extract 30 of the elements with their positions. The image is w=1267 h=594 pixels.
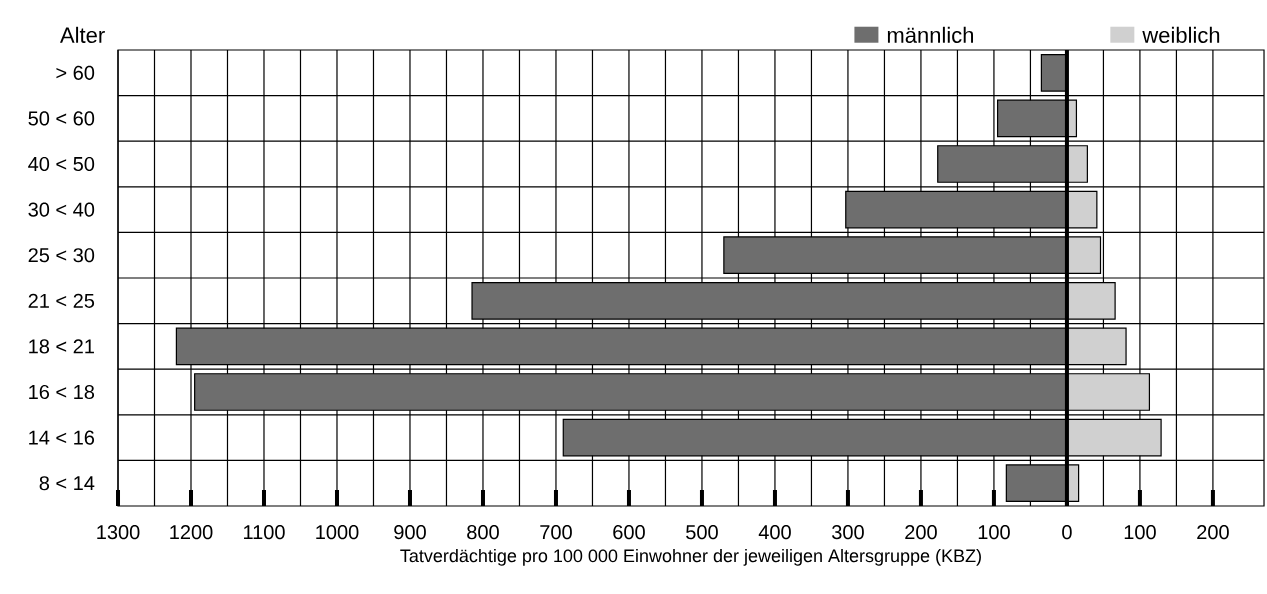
x-tick-label: 600 (613, 525, 645, 540)
x-tick-label: 100 (1124, 525, 1156, 540)
y-tick-label: 16 < 18 (29, 384, 95, 400)
y-tick-label: 8 < 14 (39, 476, 95, 491)
y-tick-label: 21 < 25 (28, 293, 95, 308)
x-tick-label: 900 (394, 525, 426, 540)
y-tick-label: 18 < 21 (29, 339, 94, 354)
y-axis-title: Alter (60, 26, 105, 43)
x-tick-label: 0 (1062, 525, 1072, 540)
y-tick-label: 30 < 40 (28, 202, 95, 217)
y-tick-label: 25 < 30 (28, 248, 95, 263)
y-tick-label: 40 < 50 (28, 156, 95, 172)
y-tick-label: 50 < 60 (28, 111, 95, 126)
x-tick-label: 200 (1197, 525, 1229, 540)
y-tick-label: 14 < 16 (29, 430, 95, 445)
legend-label: weiblich (1142, 26, 1220, 43)
x-tick-label: 1200 (170, 525, 213, 540)
x-tick-label: 1300 (97, 525, 140, 540)
x-tick-label: 100 (978, 525, 1010, 540)
x-axis-title: Tatverdächtige pro 100 000 Einwohner der jeweiligen Altersgruppe (KBZ) (400, 548, 981, 566)
x-tick-label: 500 (686, 525, 718, 540)
x-tick-label: 400 (758, 525, 791, 540)
legend-label: männlich (887, 26, 973, 43)
x-tick-label: 1100 (244, 525, 285, 540)
x-tick-label: 800 (467, 525, 499, 540)
x-tick-label: 200 (905, 525, 937, 540)
x-tick-label: 1000 (316, 525, 359, 540)
x-tick-label: 700 (540, 525, 572, 540)
x-tick-label: 300 (832, 525, 864, 540)
y-tick-label: > 60 (56, 65, 95, 80)
